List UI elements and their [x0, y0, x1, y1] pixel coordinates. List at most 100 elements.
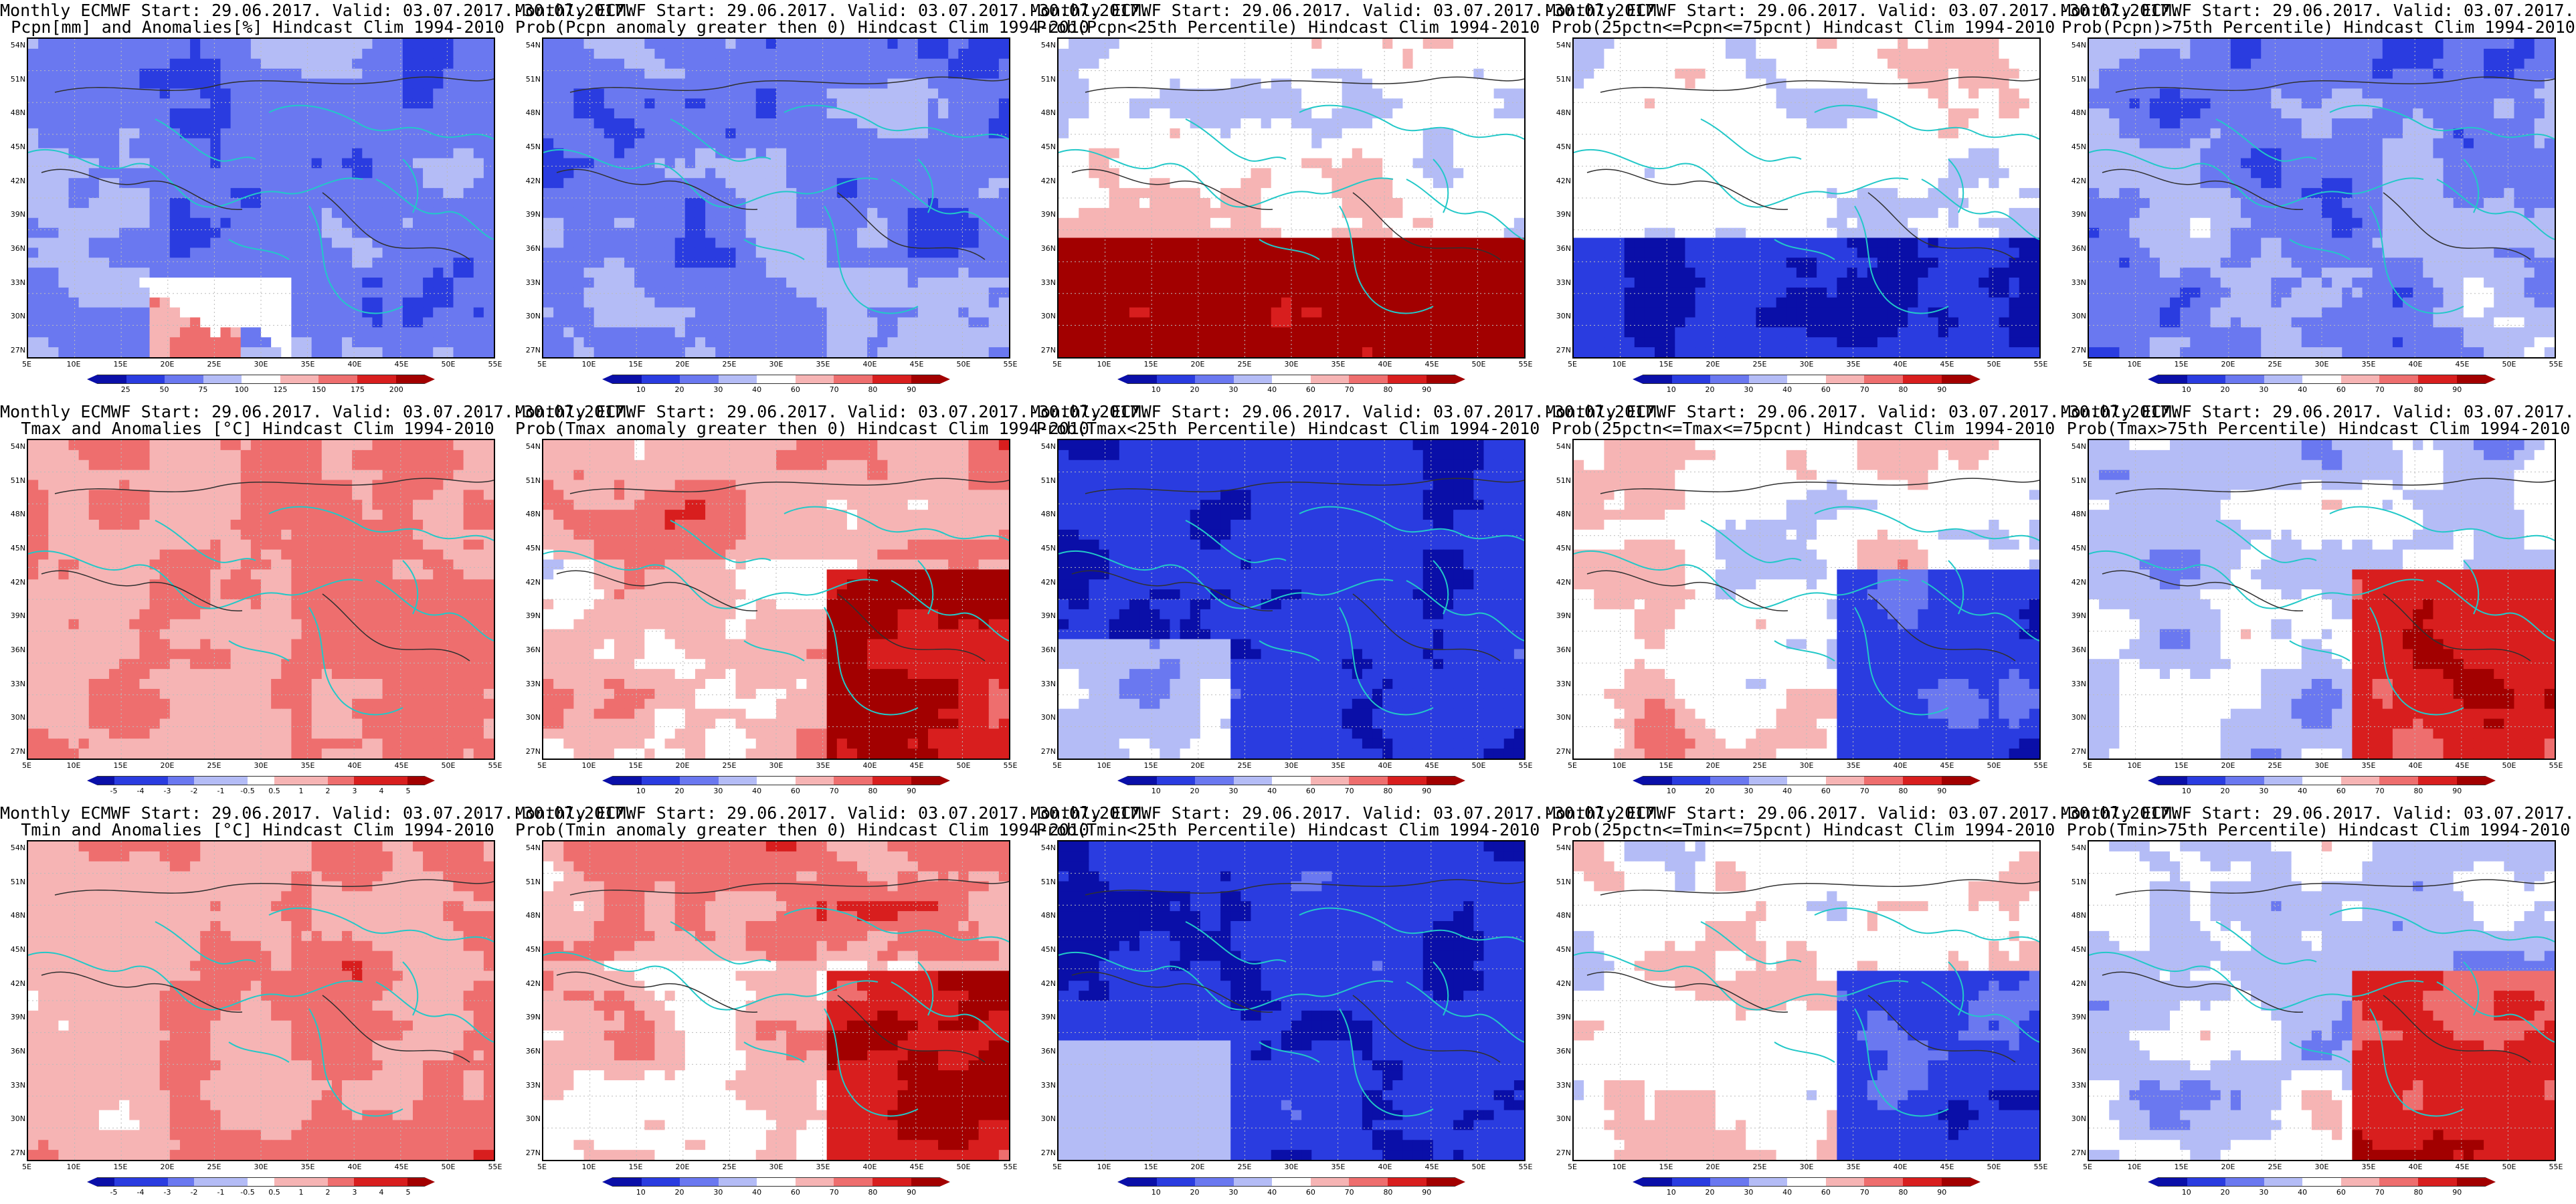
heatmap-cell — [200, 307, 211, 318]
heatmap-cell — [159, 258, 171, 268]
heatmap-cell — [1736, 88, 1746, 99]
heatmap-cell — [614, 188, 625, 199]
heatmap-cell — [1382, 148, 1393, 159]
heatmap-cell — [1463, 78, 1474, 89]
heatmap-cell — [109, 237, 120, 248]
heatmap-cell — [695, 78, 706, 89]
heatmap-cell — [129, 237, 141, 248]
heatmap-cell — [1261, 337, 1272, 348]
heatmap-cell — [210, 327, 221, 338]
contour-line — [54, 76, 494, 93]
heatmap-cell — [604, 138, 615, 149]
heatmap-cell — [1160, 297, 1171, 308]
y-tick-label: 36N — [521, 244, 541, 253]
heatmap-cell — [1634, 58, 1645, 70]
heatmap-cell — [1301, 128, 1312, 139]
heatmap-cell — [1837, 48, 1848, 60]
heatmap-cell — [644, 337, 656, 348]
heatmap-cell — [725, 217, 737, 229]
heatmap-cell — [1705, 58, 1716, 70]
heatmap-cell — [169, 227, 181, 239]
heatmap-cell — [230, 118, 242, 129]
heatmap-cell — [1776, 48, 1787, 60]
heatmap-cell — [179, 207, 191, 219]
heatmap-cell — [624, 207, 635, 219]
heatmap-cell — [1342, 237, 1353, 248]
heatmap-cell — [1372, 217, 1383, 229]
heatmap-cell — [1301, 158, 1312, 169]
heatmap-cell — [1888, 88, 1898, 99]
heatmap-cell — [1251, 168, 1262, 179]
heatmap-cell — [1888, 58, 1898, 70]
heatmap-cell — [210, 258, 221, 268]
heatmap-cell — [735, 88, 747, 99]
heatmap-cell — [1311, 198, 1322, 209]
heatmap-cell — [1513, 118, 1524, 129]
heatmap-cell — [1089, 128, 1100, 139]
heatmap-cell — [159, 158, 171, 169]
heatmap-cell — [826, 337, 838, 348]
heatmap-cell — [857, 68, 868, 80]
heatmap-cell — [1311, 118, 1322, 129]
heatmap-cell — [684, 68, 696, 80]
heatmap-cell — [1321, 307, 1333, 318]
heatmap-cell — [342, 48, 353, 60]
heatmap-cell — [2029, 48, 2039, 60]
heatmap-cell — [1190, 48, 1201, 60]
heatmap-cell — [796, 48, 807, 60]
heatmap-cell — [1261, 217, 1272, 229]
heatmap-cell — [1220, 237, 1231, 248]
heatmap-cell — [1463, 198, 1474, 209]
heatmap-cell — [88, 297, 100, 308]
heatmap-cell — [1119, 138, 1130, 149]
heatmap-cell — [1220, 108, 1231, 119]
heatmap-cell — [755, 158, 767, 169]
heatmap-cell — [250, 207, 262, 219]
heatmap-cell — [301, 108, 312, 119]
heatmap-cell — [1877, 88, 1888, 99]
heatmap-cell — [1321, 39, 1333, 49]
heatmap-cell — [1170, 118, 1181, 129]
heatmap-cell — [1079, 128, 1089, 139]
heatmap-cell — [634, 58, 645, 70]
heatmap-cell — [836, 268, 848, 278]
heatmap-cell — [1109, 88, 1120, 99]
heatmap-cell — [1493, 118, 1505, 129]
coastline — [268, 104, 494, 140]
heatmap-cell — [664, 207, 676, 219]
heatmap-cell — [846, 158, 858, 169]
heatmap-cell — [1342, 58, 1353, 70]
heatmap-cell — [1079, 88, 1089, 99]
heatmap-cell — [423, 227, 434, 239]
heatmap-cell — [816, 58, 828, 70]
heatmap-cell — [786, 58, 797, 70]
heatmap-cell — [78, 337, 90, 348]
heatmap-cell — [624, 138, 635, 149]
heatmap-cell — [583, 247, 595, 258]
heatmap-cell — [28, 227, 39, 239]
heatmap-cell — [139, 258, 151, 268]
heatmap-cell — [382, 217, 393, 229]
coastline — [375, 179, 494, 240]
heatmap-cell — [1817, 88, 1827, 99]
heatmap-cell — [423, 158, 434, 169]
heatmap-cell — [1109, 39, 1120, 49]
coastline — [1433, 159, 1449, 213]
heatmap-cell — [553, 237, 564, 248]
heatmap-cell — [48, 118, 59, 129]
heatmap-cell — [1331, 278, 1343, 288]
heatmap-cell — [644, 188, 656, 199]
heatmap-cell — [1129, 337, 1140, 348]
heatmap-cell — [1422, 317, 1434, 328]
heatmap-cell — [765, 258, 777, 268]
heatmap-cell — [372, 118, 383, 129]
heatmap-cell — [1513, 68, 1524, 80]
heatmap-cell — [129, 118, 141, 129]
heatmap-cell — [139, 128, 151, 139]
heatmap-cell — [695, 188, 706, 199]
heatmap-cell — [473, 128, 484, 139]
heatmap-cell — [958, 258, 970, 268]
heatmap-cell — [938, 168, 949, 179]
heatmap-cell — [715, 297, 726, 308]
heatmap-cell — [362, 247, 373, 258]
